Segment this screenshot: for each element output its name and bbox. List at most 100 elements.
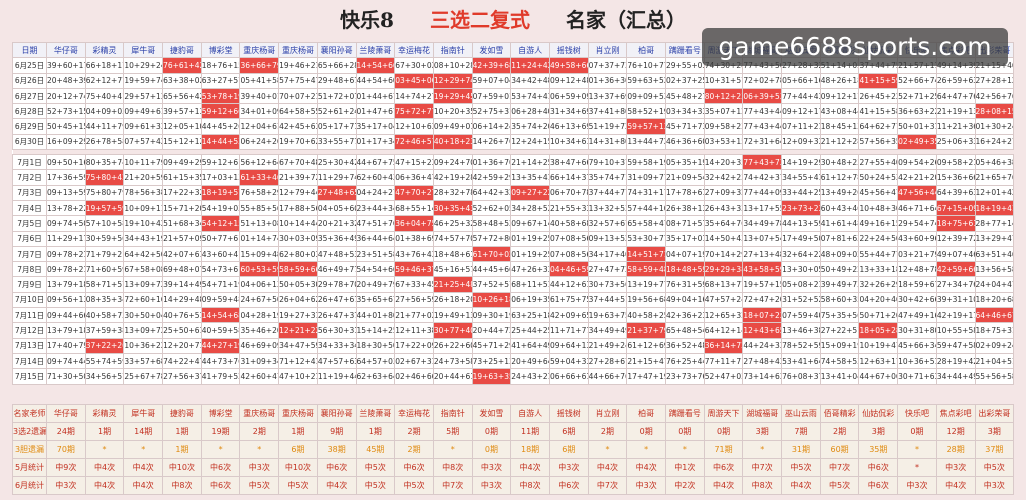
pick-cell: 13+30+05 [781,261,821,278]
pick-cell: 34+42+48 [510,72,550,89]
summary-cell: 1期 [278,422,318,441]
data-row: 7月8日 09+78+21 71+60+59 67+58+08 69+48+07 54+7… [12,261,1015,278]
pick-cell: 64+57+03 [355,352,396,370]
pick-cell: 71+79+21 [84,245,125,263]
pick-cell: 12+79+44 [278,184,318,201]
summary-cell: 中4次 [316,476,357,495]
date-cell: 6月28日 [12,103,47,120]
pick-cell: 32+64+22 [781,245,821,263]
summary-cell: 中3次 [471,458,512,477]
summary-cell: 中10次 [278,458,318,477]
pick-cell: 20+48+39 [46,72,86,89]
pick-cell: 10+09+11 [123,199,164,217]
summary-cell: 1期 [162,440,202,459]
pick-cell: 14+29+48 [162,291,202,309]
date-cell: 7月13日 [12,337,47,354]
pick-cell: 18+19+57 [200,184,241,201]
pick-cell: 18+05+28 [858,322,899,339]
pick-cell: 43+76+43 [394,245,434,263]
summary-cell: * [84,440,125,459]
summary-cell: 中4次 [935,476,976,495]
pick-cell: 12+21+22 [278,322,318,339]
data-row: 6月28日 52+73+15 04+09+03 09+49+61 39+57+13 59+… [12,103,1015,120]
pick-cell: 13+29+47 [974,230,1015,247]
pick-cell: 49+04+16 [665,291,705,309]
pick-cell: 15+71+20 [162,199,202,217]
pick-cell: 21+49+24 [587,337,628,354]
date-cell: 7月12日 [12,322,47,339]
pick-cell: 14+74+27 [394,87,434,105]
pick-cell: 67+70+48 [278,154,318,171]
pick-cell: 47+26+33 [510,261,550,278]
forecast-table: 日期 华仔哥 彩精灵 犀牛哥 捷豹哥 博彩堂 重庆杨哥 重庆杨哥 襄阳孙哥 兰陵萧哥 幸运梅花 指南针… [12,41,1015,385]
pick-cell: 10+11+79 [123,154,164,171]
pick-cell: 32+26+29 [858,276,899,293]
pick-cell: 43+60+96 [897,230,937,247]
pick-cell: 45+71+29 [471,337,512,354]
data-row: 7月12日 13+79+18 37+59+38 13+09+72 25+50+61 40+… [12,322,1015,339]
pick-cell: 09+24+70 [432,154,473,171]
pick-cell: 42+36+23 [665,307,705,324]
summary-cell: 中7次 [819,458,860,477]
pick-cell: 35+74+71 [587,169,628,186]
pick-cell: 57+44+10 [626,199,666,217]
summary-column-header: 名家老师 [12,404,47,423]
pick-cell: 53+74+41 [510,87,550,105]
summary-header: 名家老师 华仔哥 彩精灵 犀牛哥 捷豹哥 博彩堂 重庆杨哥 重庆杨哥 襄阳孙哥 兰陵萧哥 幸运梅花指… [12,404,1015,423]
data-row: 7月1日 09+50+16 80+35+74 10+11+79 09+49+29 59+1… [12,154,1015,171]
pick-cell: 27+47+72 [587,261,628,278]
pick-cell: 19+29+45 [432,87,473,105]
summary-cell: 12期 [935,422,976,441]
pick-cell: 40+58+73 [84,307,125,324]
pick-cell: 46+25+32 [432,215,473,232]
summary-label: 5月统计 [12,458,47,477]
pick-cell: 14+26+76 [471,133,512,151]
pick-cell: 58+52+19 [626,103,666,120]
pick-cell: 25+44+25 [510,322,550,339]
summary-cell: 中5次 [974,458,1015,477]
summary-cell: 中6次 [548,476,589,495]
pick-cell: 63+38+02 [162,72,202,89]
pick-cell: 06+24+26 [239,133,280,151]
pick-cell: 09+56+13 [46,291,86,309]
pick-cell: 21+37+79 [626,322,666,339]
pick-cell: 01+47+67 [355,103,396,120]
pick-cell: 12+63+17 [858,352,899,370]
pick-cell: 65+66+28 [316,57,357,74]
pick-cell: 06+36+47 [394,169,434,186]
summary-cell: 37期 [974,440,1015,459]
title-sum: 名家（汇总） [565,8,686,32]
pick-cell: 24+73+58 [432,352,473,370]
summary-row: 3选2遗漏 24期 1期 14期 1期 19期 2期 1期 9期 1期 2期 5期 0期 11期 6期 2期 0… [12,422,1015,441]
pick-cell: 74+31+17 [626,184,666,201]
pick-cell: 51+19+72 [587,118,628,135]
pick-cell: 23+73+23 [781,199,821,217]
pick-cell: 30+71+63 [897,368,937,385]
pick-cell: 30+77+40 [432,322,473,339]
pick-cell: 53+30+77 [626,230,666,247]
pick-cell: 15+12+12 [162,133,202,151]
date-cell: 7月10日 [12,291,47,309]
pick-cell: 10+20+35 [432,103,473,120]
pick-cell: 59+46+37 [394,261,434,278]
pick-cell: 36+14+72 [703,337,744,354]
summary-cell: 45期 [355,440,396,459]
summary-cell: 中6次 [394,458,434,477]
pick-cell: 36+04+75 [394,215,434,232]
pick-cell: 72+46+57 [394,133,434,151]
pick-cell: 02+46+66 [394,368,434,385]
pick-cell: 68+13+77 [703,276,744,293]
summary-column-header: 重庆杨哥 [239,404,280,423]
pick-cell: 42+07+61 [162,245,202,263]
pick-cell: 40+58+68 [548,215,589,232]
pick-cell: 74+57+70 [432,230,473,247]
pick-cell: 04+24+27 [355,184,396,201]
date-cell: 6月29日 [12,118,47,135]
pick-cell: 19+27+31 [278,307,318,324]
pick-cell: 62+60+43 [355,169,396,186]
data-row: 7月3日 09+13+59 75+80+79 78+56+38 17+22+32 18+1… [12,184,1015,201]
pick-cell: 59+47+58 [935,337,976,354]
date-cell: 6月30日 [12,133,47,151]
summary-cell: 0期 [897,422,937,441]
pick-cell: 18+20+68 [974,291,1015,309]
